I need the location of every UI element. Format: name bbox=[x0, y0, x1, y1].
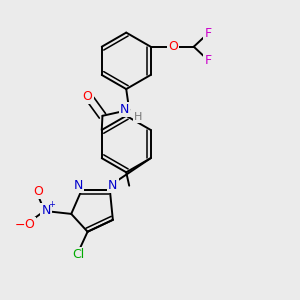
Text: F: F bbox=[205, 54, 212, 67]
Text: F: F bbox=[205, 27, 212, 40]
Text: O: O bbox=[82, 90, 92, 103]
Text: N: N bbox=[41, 204, 51, 218]
Text: −: − bbox=[15, 219, 25, 232]
Text: O: O bbox=[25, 218, 34, 231]
Text: N: N bbox=[120, 103, 129, 116]
Text: O: O bbox=[34, 185, 44, 198]
Text: Cl: Cl bbox=[73, 248, 85, 260]
Text: N: N bbox=[74, 179, 83, 192]
Text: N: N bbox=[108, 179, 118, 192]
Text: O: O bbox=[168, 40, 178, 53]
Text: H: H bbox=[134, 112, 142, 122]
Text: +: + bbox=[49, 200, 56, 209]
